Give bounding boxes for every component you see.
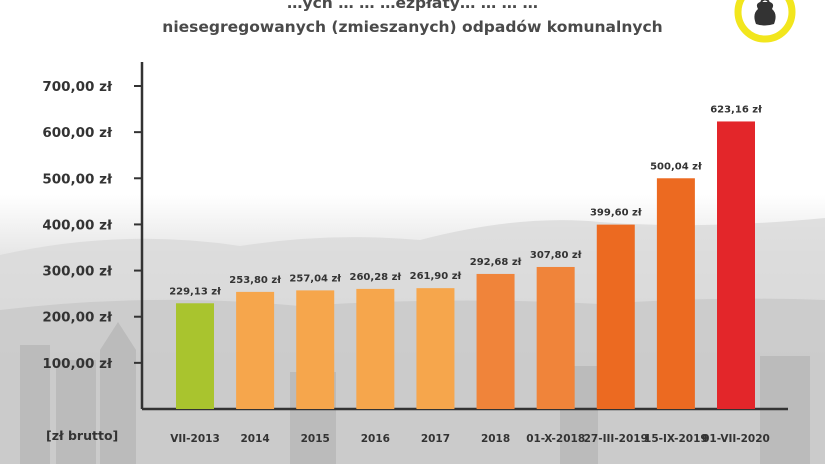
value-label: 261,90 zł — [410, 271, 462, 282]
bar — [476, 273, 515, 409]
x-axis-labels: VII-2013 2014 2015 2016 2017 2018 01-X-201827-… — [170, 433, 770, 445]
y-tick-label: 400,00 zł — [42, 217, 113, 233]
x-tick-label: 2014 — [240, 433, 269, 445]
value-label: 623,16 zł — [710, 104, 762, 115]
value-label: 307,80 zł — [530, 250, 582, 261]
value-labels: 229,13 zł 253,80 zł 257,04 zł 260,28 zł 261,… — [169, 104, 762, 297]
y-tick-label: 200,00 zł — [42, 310, 113, 326]
bar — [536, 266, 575, 409]
value-label: 500,04 zł — [650, 161, 702, 172]
x-tick-label: 2016 — [361, 433, 390, 445]
bar — [596, 224, 635, 409]
value-label: 229,13 zł — [169, 286, 221, 297]
bar — [356, 288, 395, 409]
x-tick-label: 2017 — [421, 433, 450, 445]
y-tick-label: 600,00 zł — [42, 125, 113, 141]
x-tick-label: VII-2013 — [170, 433, 220, 445]
bar — [236, 291, 275, 409]
x-tick-label: 2015 — [301, 433, 330, 445]
value-label: 253,80 zł — [229, 275, 281, 286]
value-label: 257,04 zł — [289, 273, 341, 284]
value-label: 292,68 zł — [470, 257, 522, 268]
x-tick-label: 01-X-2018 — [526, 433, 585, 445]
x-tick-label: 15-IX-2019 — [644, 433, 708, 445]
bars — [176, 121, 755, 409]
bar — [656, 178, 695, 409]
y-tick-label: 700,00 zł — [42, 79, 113, 95]
bar — [176, 303, 214, 409]
y-tick-label: 300,00 zł — [42, 264, 113, 280]
chart-title: …ych … … …ezpłaty… … … … niesegregowanyc… — [0, 0, 825, 39]
title-line-1: …ych … … …ezpłaty… … … … — [286, 0, 539, 12]
x-tick-label: 01-VII-2020 — [702, 433, 770, 445]
y-tick-label: 500,00 zł — [42, 171, 113, 187]
x-tick-label: 2018 — [481, 433, 510, 445]
value-label: 399,60 zł — [590, 208, 642, 219]
bar — [717, 121, 755, 409]
value-label: 260,28 zł — [350, 272, 402, 283]
x-tick-label: 27-III-2019 — [584, 433, 648, 445]
unit-label: [zł brutto] — [46, 428, 119, 443]
title-line-2: niesegregowanych (zmieszanych) odpadów k… — [162, 18, 663, 36]
y-tick-label: 100,00 zł — [42, 356, 113, 372]
garbage-bag-icon — [734, 0, 796, 43]
bar — [416, 288, 455, 409]
bar — [296, 290, 335, 409]
